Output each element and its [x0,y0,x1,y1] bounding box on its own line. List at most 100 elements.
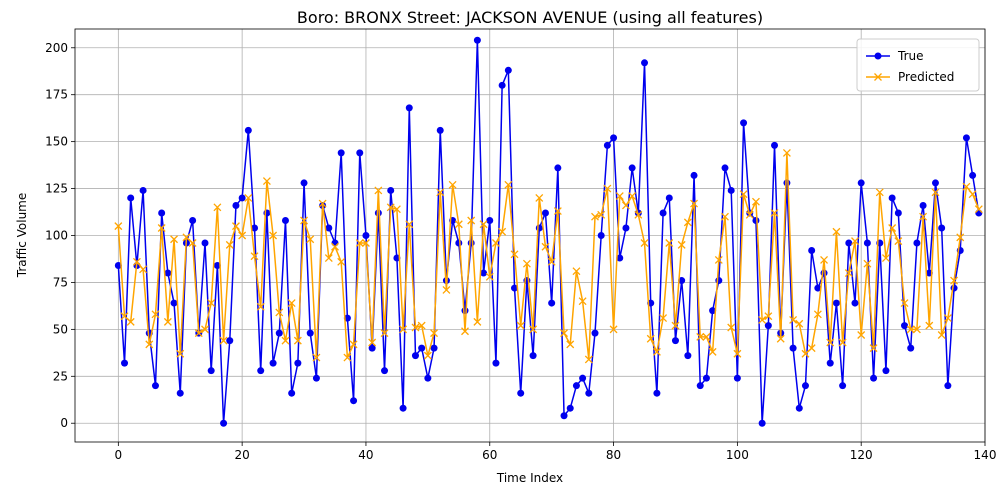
data-point-predicted [368,338,377,347]
data-point-true [771,141,779,149]
data-point-predicted [436,188,445,197]
data-point-predicted [225,240,234,249]
data-point-predicted [176,349,185,358]
data-point-true [882,367,890,375]
data-point-true [597,232,605,239]
data-point-true [244,126,252,134]
data-point-predicted [560,329,569,338]
data-point-predicted [467,216,476,225]
data-point-predicted [758,316,767,324]
data-point-predicted [628,192,637,201]
series-line-predicted [117,152,980,361]
data-point-true [845,239,853,247]
data-point-predicted [646,334,655,343]
data-point-true [857,179,865,187]
data-point-true [164,269,172,277]
data-point-predicted [238,231,247,240]
data-point-true [839,382,847,390]
data-point-true [232,201,240,209]
data-point-predicted [875,188,884,197]
data-point-true [826,359,834,367]
data-point-predicted [733,349,742,358]
data-point-true [220,419,228,427]
data-point-true [678,277,686,285]
data-point-true [975,209,983,217]
data-point-predicted [157,224,166,232]
data-point-true [610,134,618,142]
data-point-true [312,374,320,382]
data-point-predicted [145,340,154,349]
data-point-true [616,254,624,262]
data-point-predicted [950,276,959,285]
legend-box [856,38,980,92]
data-point-true [919,201,927,209]
data-point-predicted [727,323,736,332]
data-point-true [541,209,549,217]
data-point-true [418,344,426,352]
data-point-true [870,374,878,382]
data-point-predicted [355,239,364,247]
data-point-true [548,299,556,307]
data-point-true [733,374,741,382]
data-point-predicted [677,240,686,249]
x-axis-label: Time Index [496,471,563,485]
data-point-true [356,149,364,157]
data-point-true [696,382,704,390]
data-point-predicted [114,222,123,231]
data-point-true [690,171,698,179]
data-point-true [306,329,314,337]
data-point-predicted [300,216,309,225]
data-point-true [832,299,840,307]
data-point-true [579,374,587,382]
data-point-true [572,382,580,390]
data-point-predicted [281,336,290,345]
data-point-true [653,389,661,397]
data-point-predicted [269,231,278,240]
data-point-true [455,239,463,247]
data-point-predicted [399,325,408,334]
data-point-true [201,239,209,247]
ticks: 0 20 40 60 80 100 120 140 0 25 50 75 100 125 150 175 200 [45,41,996,462]
legend-true-marker [874,52,882,60]
data-point-true [213,262,221,270]
data-point-predicted [262,177,271,186]
data-point-true [151,382,159,390]
data-point-predicted [906,325,915,334]
series-predicted [114,148,983,364]
data-point-true [114,262,122,270]
data-point-true [368,344,376,352]
data-point-true [362,232,370,239]
data-point-predicted [430,329,439,338]
data-point-true [709,307,717,315]
data-point-true [374,209,382,217]
data-point-true [801,382,809,390]
data-point-predicted [863,259,872,268]
data-point-true [337,149,345,157]
data-point-true [931,179,939,187]
data-point-predicted [219,336,228,345]
data-point-predicted [702,332,711,341]
data-point-true [492,359,500,367]
x-tick-label: 100 [726,448,749,462]
data-point-predicted [188,239,197,247]
data-point-predicted [591,212,599,221]
data-point-true [424,374,432,382]
data-point-predicted [380,329,389,338]
data-point-true [808,247,816,255]
data-point-predicted [869,344,878,353]
data-point-predicted [708,347,717,356]
data-point-true [430,344,438,352]
data-point-predicted [937,331,946,339]
data-point-predicted [597,210,606,219]
data-point-true [894,209,902,217]
data-point-true [641,59,649,67]
data-point-true [962,134,970,142]
data-point-true [517,389,525,397]
data-point-true [969,171,977,179]
data-point-predicted [504,180,513,189]
data-point-true [350,397,358,405]
data-point-predicted [943,314,952,323]
data-point-true [603,141,611,149]
data-point-true [764,322,772,330]
